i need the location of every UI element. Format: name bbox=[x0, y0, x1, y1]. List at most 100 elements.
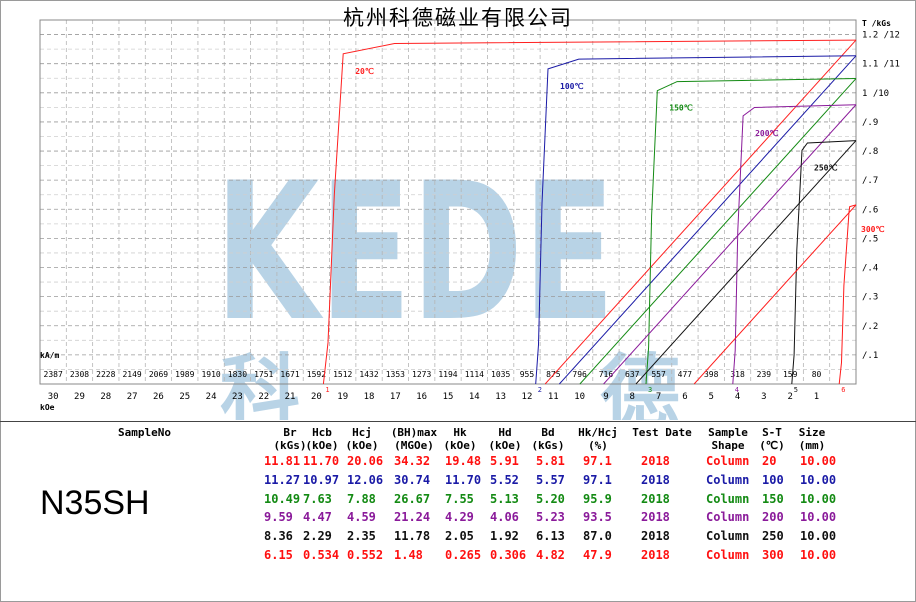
table-cell: 12.06 bbox=[347, 472, 384, 487]
table-cell: 11.78 bbox=[394, 529, 431, 544]
x-tick-label-kam: 955 bbox=[520, 370, 535, 379]
table-cell: 11.81 bbox=[264, 454, 301, 468]
bh-line bbox=[603, 104, 857, 385]
sample-number: N35SH bbox=[40, 484, 150, 522]
table-cell: 97.1 bbox=[583, 454, 612, 468]
bh-line bbox=[579, 78, 857, 385]
table-cell: 9.59 bbox=[264, 510, 293, 525]
x-tick-label-koe: 27 bbox=[127, 392, 138, 402]
jh-curve bbox=[535, 55, 857, 385]
y-tick-label: /.4 bbox=[862, 264, 878, 274]
table-header: Hcj (kOe) bbox=[345, 426, 379, 452]
series-curve: 250℃ 5 bbox=[635, 140, 857, 394]
x-tick-label-kam: 557 bbox=[651, 370, 666, 379]
x-tick-label-koe: 14 bbox=[469, 392, 480, 402]
table-cell: 4.47 bbox=[303, 510, 332, 525]
y-tick-label: 1.2 /12 bbox=[862, 31, 900, 41]
table-cell: 10.00 bbox=[800, 491, 837, 506]
x-tick-label-koe: 22 bbox=[258, 392, 269, 402]
jh-curve bbox=[838, 204, 857, 385]
y-tick-label: /.7 bbox=[862, 176, 878, 186]
table-header: Hk (kOe) bbox=[443, 426, 477, 452]
table-cell: 1.48 bbox=[394, 548, 423, 562]
sample-no-label: SampleNo bbox=[118, 426, 171, 439]
x-tick-label-koe: 21 bbox=[285, 392, 296, 402]
y-tick-label: /.3 bbox=[862, 293, 878, 303]
series-label: 20℃ bbox=[355, 67, 374, 76]
table-cell: 0.265 bbox=[445, 548, 482, 562]
table-cell: 200 bbox=[762, 510, 784, 525]
table-cell: 100 bbox=[762, 472, 784, 487]
x-tick-label-koe: 13 bbox=[495, 392, 506, 402]
table-cell: 2.29 bbox=[303, 529, 332, 544]
x-tick-label-koe: 11 bbox=[548, 392, 559, 402]
jh-curve bbox=[322, 39, 857, 385]
x-tick-label-koe: 7 bbox=[656, 392, 661, 402]
table-cell: Column bbox=[706, 510, 750, 525]
series-label: 200℃ bbox=[755, 129, 778, 138]
jh-curve bbox=[645, 78, 857, 385]
table-cell: 11.27 bbox=[264, 472, 301, 487]
table-cell: 300 bbox=[762, 548, 784, 562]
table-cell: 5.91 bbox=[490, 454, 519, 468]
table-cell: 5.13 bbox=[490, 491, 519, 506]
table-header: Test Date bbox=[632, 426, 692, 439]
y-tick-label: /.6 bbox=[862, 205, 878, 215]
bh-line bbox=[635, 140, 857, 385]
table-cell: 4.06 bbox=[490, 510, 519, 525]
x-tick-label-kam: 2308 bbox=[70, 370, 89, 379]
table-cell: 2018 bbox=[641, 454, 670, 468]
table-cell: 2018 bbox=[641, 510, 670, 525]
table-header: Hcb (kOe) bbox=[305, 426, 339, 452]
table-cell: 10.00 bbox=[800, 510, 837, 525]
x-tick-label-kam: 159 bbox=[783, 370, 798, 379]
x-tick-label-kam: 2228 bbox=[96, 370, 115, 379]
table-cell: Column bbox=[706, 548, 750, 562]
table-cell: 5.20 bbox=[536, 491, 565, 506]
bh-line bbox=[558, 55, 857, 385]
series-marker: 5 bbox=[794, 386, 798, 394]
watermark-brand: KEDE bbox=[215, 142, 615, 363]
table-cell: 11.70 bbox=[303, 454, 340, 468]
table-cell: 95.9 bbox=[583, 491, 612, 506]
x-tick-label-koe: 18 bbox=[364, 392, 375, 402]
table-header: (BH)max (MGOe) bbox=[390, 426, 438, 452]
x-tick-label-kam: 1910 bbox=[201, 370, 220, 379]
y-axis-unit: T /kGs bbox=[862, 19, 891, 28]
x-tick-label-kam: 318 bbox=[730, 370, 745, 379]
y-tick-label: /.2 bbox=[862, 322, 878, 332]
table-cell: 97.1 bbox=[583, 472, 612, 487]
table-cell: 10.97 bbox=[303, 472, 340, 487]
table-cell: 7.88 bbox=[347, 491, 376, 506]
table-cell: 2.05 bbox=[445, 529, 474, 544]
table-cell: 8.36 bbox=[264, 529, 293, 544]
x-tick-label-kam: 796 bbox=[572, 370, 587, 379]
company-title: 杭州科德磁业有限公司 bbox=[343, 6, 573, 30]
table-cell: 10.00 bbox=[800, 529, 837, 544]
series-curve: 200℃ 4 bbox=[603, 104, 857, 394]
x-tick-label-kam: 1114 bbox=[465, 370, 484, 379]
series-curve: 100℃ 2 bbox=[535, 55, 857, 394]
x-tick-label-koe: 5 bbox=[709, 392, 714, 402]
table-cell: 10.49 bbox=[264, 491, 301, 506]
x-tick-label-koe: 6 bbox=[682, 392, 687, 402]
table-cell: 26.67 bbox=[394, 491, 431, 506]
table-cell: 2018 bbox=[641, 491, 670, 506]
x-tick-label-koe: 19 bbox=[337, 392, 348, 402]
table-header: Bd (kGs) bbox=[531, 426, 565, 452]
table-cell: 5.57 bbox=[536, 472, 565, 487]
table-divider bbox=[0, 421, 916, 422]
plot-border bbox=[39, 19, 857, 385]
x-tick-label-koe: 16 bbox=[416, 392, 427, 402]
x-tick-label-koe: 23 bbox=[232, 392, 243, 402]
jh-curve bbox=[791, 140, 857, 385]
table-cell: 250 bbox=[762, 529, 784, 544]
table-cell: 4.82 bbox=[536, 548, 565, 562]
table-cell: 2.35 bbox=[347, 529, 376, 544]
table-cell: 47.9 bbox=[583, 548, 612, 562]
x-tick-label-koe: 3 bbox=[761, 392, 766, 402]
series-label: 300℃ bbox=[861, 225, 884, 234]
table-cell: 7.63 bbox=[303, 491, 332, 506]
x-tick-label-koe: 12 bbox=[522, 392, 533, 402]
x-tick-label-kam: 1273 bbox=[412, 370, 431, 379]
